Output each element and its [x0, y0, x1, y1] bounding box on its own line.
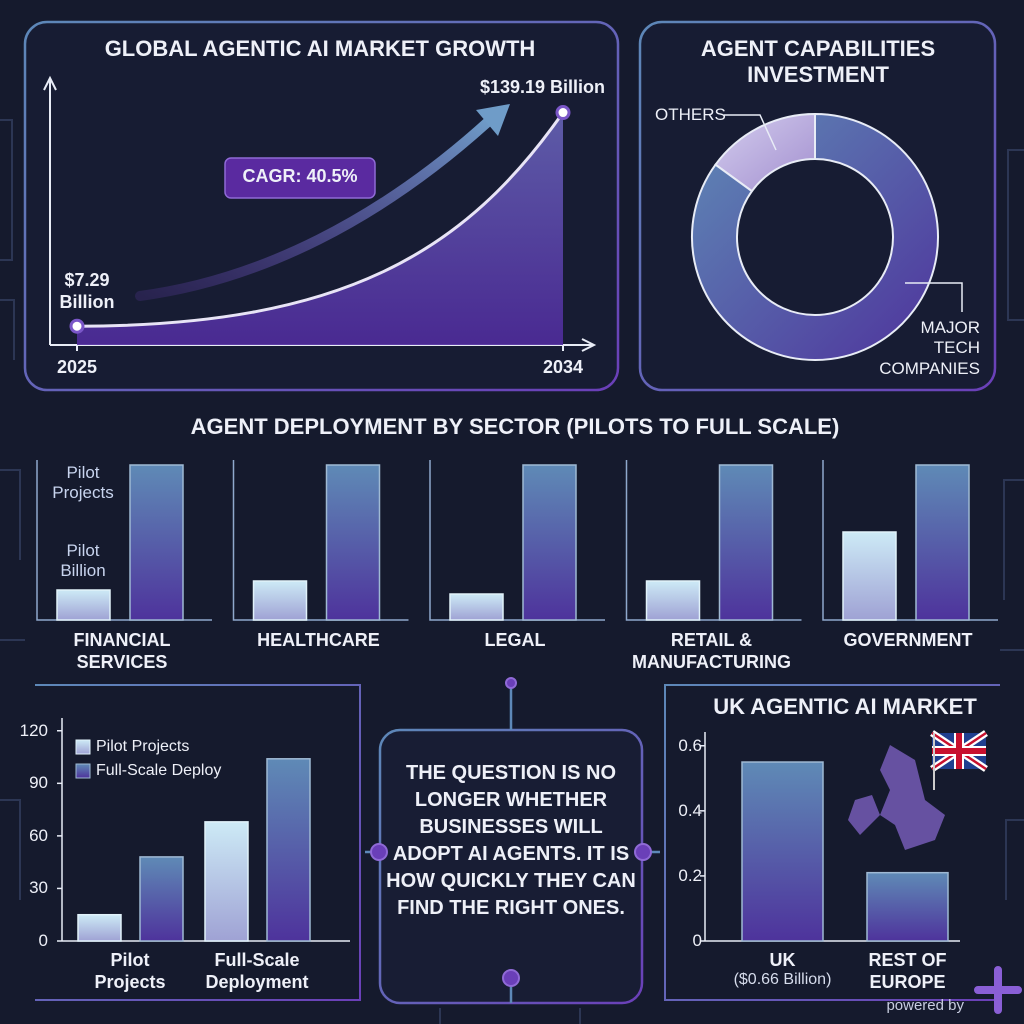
y-tick-label: 0: [692, 931, 702, 950]
y-tick-label: 60: [29, 825, 48, 845]
annotation: CAGR: 40.5%: [242, 166, 358, 186]
category-label: MAJOR TECH COMPANIES: [879, 318, 980, 378]
leader-line: [905, 282, 963, 312]
quote: THE QUESTION IS NO LONGER WHETHER BUSINE…: [386, 762, 636, 919]
legend-swatch: [75, 739, 91, 755]
legend-label: Full-Scale Deploy: [96, 762, 222, 779]
bar: [56, 589, 111, 621]
x-tick-label: 2025: [56, 357, 98, 377]
x-tick-label: RETAIL & MANUFACTURING: [632, 630, 791, 672]
x-tick-label: REST OF EUROPE: [868, 950, 947, 992]
trend-arrow-head: [476, 104, 510, 136]
connector-node: [370, 677, 652, 987]
legend-label: Pilot Projects: [52, 463, 114, 503]
bar: [139, 856, 184, 942]
y-tick-label: 0: [38, 931, 48, 950]
line: [76, 111, 565, 328]
bar: [204, 821, 249, 942]
x-tick-label: GOVERNMENT: [843, 630, 973, 650]
footer: powered by: [886, 997, 964, 1014]
bar: [522, 464, 577, 621]
y-tick-label: 30: [29, 878, 48, 898]
y-tick-label: 0.4: [678, 800, 702, 820]
bar: [866, 871, 949, 942]
bar: [741, 761, 824, 942]
x-tick-label: Full-Scale Deployment: [205, 950, 309, 992]
y-tick-label: 120: [19, 720, 48, 740]
bar: [325, 464, 381, 621]
map-decor: [848, 745, 945, 850]
bar: [77, 913, 122, 942]
y-axis: [43, 75, 57, 345]
x-tick-label: UK: [769, 950, 796, 970]
legend-swatch: [75, 763, 91, 779]
y-tick-label: 0.2: [678, 865, 702, 885]
point: [555, 105, 571, 121]
bar: [645, 580, 701, 621]
bar: [718, 464, 774, 621]
panel: [664, 684, 1000, 1001]
bar: [252, 580, 308, 621]
legend-label: Pilot Projects: [96, 738, 190, 755]
value-label: $139.19 Billion: [479, 76, 605, 97]
y-tick-label: 90: [29, 773, 48, 793]
x-tick-label: 2034: [542, 357, 584, 377]
chart-title: UK AGENTIC AI MARKET: [713, 694, 977, 719]
chart-title: AGENT CAPABILITIES INVESTMENT: [700, 36, 936, 88]
x-tick-label: HEALTHCARE: [257, 630, 380, 650]
point: [69, 318, 85, 334]
x-tick-label: FINANCIAL SERVICES: [73, 630, 171, 672]
x-tick-label: LEGAL: [484, 630, 546, 650]
uk-flag: [930, 730, 988, 790]
logo: [974, 966, 1022, 1014]
x-tick-label: Pilot Projects: [94, 950, 166, 992]
bar: [266, 758, 311, 942]
donut-slice: [691, 112, 939, 361]
y-tick-label: 0.6: [678, 735, 702, 755]
bar: [842, 531, 897, 621]
legend-label: Pilot Billion: [60, 541, 106, 581]
annotation: ($0.66 Billion): [733, 971, 832, 988]
chart-title: AGENT DEPLOYMENT BY SECTOR (PILOTS TO FU…: [190, 414, 840, 439]
circuit-decor: [0, 119, 1024, 1024]
bar: [915, 464, 970, 621]
value-label: $7.29 Billion: [59, 270, 115, 312]
bar: [449, 593, 504, 621]
category-label: OTHERS: [655, 105, 726, 124]
panel: [35, 684, 361, 1001]
leader-line: [724, 114, 777, 151]
bar: [129, 464, 184, 621]
annotation-box: [224, 157, 376, 199]
chart-title: GLOBAL AGENTIC AI MARKET GROWTH: [104, 36, 536, 61]
area: [77, 112, 563, 345]
trend-arrow: [135, 115, 495, 301]
